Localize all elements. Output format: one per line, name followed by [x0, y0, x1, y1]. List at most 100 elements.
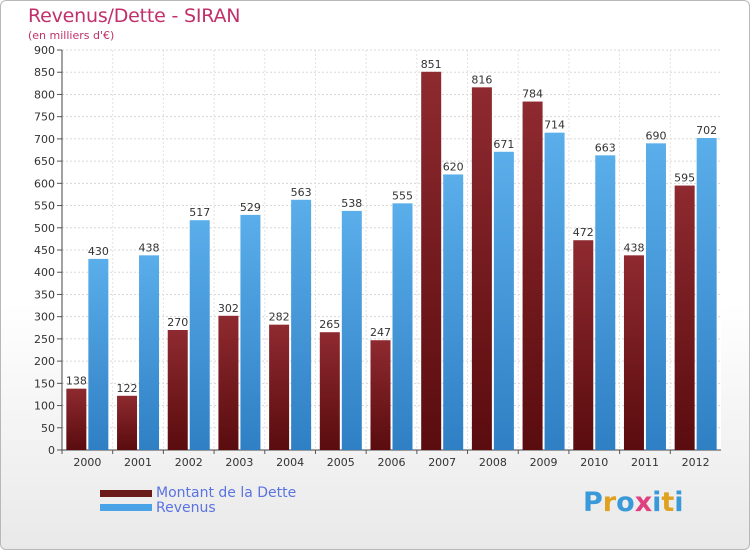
x-tick-label: 2010: [580, 456, 608, 469]
x-tick-label: 2002: [175, 456, 203, 469]
data-label-revenus: 702: [696, 124, 717, 137]
x-tick-label: 2001: [124, 456, 152, 469]
y-tick-label: 200: [34, 355, 55, 368]
bar-dette: [167, 330, 188, 450]
bar-revenus: [696, 138, 717, 450]
data-label-revenus: 438: [139, 241, 160, 254]
logo-letter: i: [652, 487, 662, 518]
legend-swatch-revenus: [100, 504, 152, 511]
x-tick-label: 2005: [327, 456, 355, 469]
y-tick-label: 250: [34, 333, 55, 346]
y-tick-label: 750: [34, 111, 55, 124]
bar-revenus: [595, 155, 616, 451]
legend-label-dette: Montant de la Dette: [156, 485, 297, 501]
data-label-dette: 438: [623, 241, 644, 254]
data-label-revenus: 620: [443, 160, 464, 173]
bar-revenus: [291, 199, 312, 450]
y-tick-label: 350: [34, 288, 55, 301]
bar-dette: [218, 315, 239, 450]
y-tick-label: 450: [34, 244, 55, 257]
y-tick-label: 700: [34, 133, 55, 146]
bar-revenus: [544, 132, 565, 450]
bar-dette: [421, 71, 442, 451]
bar-revenus: [189, 220, 210, 450]
bar-dette: [319, 332, 340, 450]
y-tick-label: 150: [34, 377, 55, 390]
x-tick-label: 2004: [276, 456, 304, 469]
x-tick-label: 2003: [225, 456, 253, 469]
y-tick-label: 850: [34, 66, 55, 79]
x-tick-label: 2000: [73, 456, 101, 469]
bar-revenus: [493, 151, 514, 450]
bar-dette: [66, 388, 87, 450]
bar-dette: [522, 101, 543, 451]
data-label-dette: 247: [370, 326, 391, 339]
data-label-revenus: 529: [240, 201, 261, 214]
logo-letter: o: [616, 487, 635, 518]
data-label-dette: 472: [573, 226, 594, 239]
data-label-dette: 265: [319, 318, 340, 331]
data-label-dette: 851: [421, 58, 442, 71]
y-tick-label: 0: [48, 444, 55, 457]
bar-dette: [623, 255, 644, 450]
data-label-dette: 816: [471, 73, 492, 86]
logo-letter: x: [634, 487, 653, 518]
legend-swatch-dette: [100, 490, 152, 497]
y-tick-label: 650: [34, 155, 55, 168]
data-label-revenus: 663: [595, 141, 616, 154]
data-label-revenus: 690: [645, 129, 666, 142]
proxiti-logo: Proxiti: [583, 487, 684, 518]
y-tick-label: 50: [41, 422, 55, 435]
bar-revenus: [341, 210, 362, 450]
bar-dette: [370, 340, 391, 450]
data-label-dette: 302: [218, 302, 239, 315]
logo-letter: r: [602, 487, 617, 518]
x-tick-label: 2009: [530, 456, 558, 469]
x-tick-label: 2011: [631, 456, 659, 469]
bar-revenus: [392, 203, 413, 450]
bar-revenus: [139, 255, 160, 450]
y-tick-label: 100: [34, 400, 55, 413]
data-label-revenus: 714: [544, 119, 565, 132]
data-label-dette: 270: [167, 316, 188, 329]
bar-dette: [117, 395, 138, 450]
legend-label-revenus: Revenus: [156, 500, 216, 516]
grid-layer: [62, 49, 721, 451]
bar-dette: [674, 185, 695, 451]
labels-layer: 138 122 270 302 282 265 247 851 816 784 472 438 595 4…: [66, 58, 717, 395]
logo-letter: P: [583, 487, 603, 518]
data-label-dette: 138: [66, 375, 87, 388]
data-label-dette: 122: [117, 382, 138, 395]
y-tick-label: 600: [34, 177, 55, 190]
data-label-revenus: 517: [189, 206, 210, 219]
x-tick-label: 2007: [428, 456, 456, 469]
data-label-revenus: 430: [88, 245, 109, 258]
data-label-dette: 595: [674, 172, 695, 185]
bar-dette: [269, 324, 290, 450]
data-label-dette: 282: [269, 311, 290, 324]
y-tick-label: 800: [34, 88, 55, 101]
y-tick-label: 900: [34, 44, 55, 57]
bar-dette: [573, 240, 594, 450]
bars-layer: [66, 71, 717, 451]
y-tick-label: 550: [34, 200, 55, 213]
data-label-revenus: 671: [493, 138, 514, 151]
bar-revenus: [645, 143, 666, 451]
y-tick-label: 500: [34, 222, 55, 235]
data-label-revenus: 555: [392, 189, 413, 202]
chart-subtitle: (en milliers d'€): [28, 29, 115, 42]
bar-dette: [471, 87, 492, 450]
data-label-dette: 784: [522, 88, 543, 101]
x-tick-label: 2012: [682, 456, 710, 469]
bar-revenus: [88, 258, 109, 450]
y-tick-label: 300: [34, 311, 55, 324]
data-label-revenus: 563: [291, 186, 312, 199]
bar-revenus: [443, 174, 464, 450]
logo-letter: t: [661, 487, 675, 518]
x-tick-label: 2008: [479, 456, 507, 469]
y-tick-label: 400: [34, 266, 55, 279]
chart-title: Revenus/Dette - SIRAN: [28, 5, 241, 27]
logo-letter: i: [674, 487, 684, 518]
x-tick-label: 2006: [378, 456, 406, 469]
